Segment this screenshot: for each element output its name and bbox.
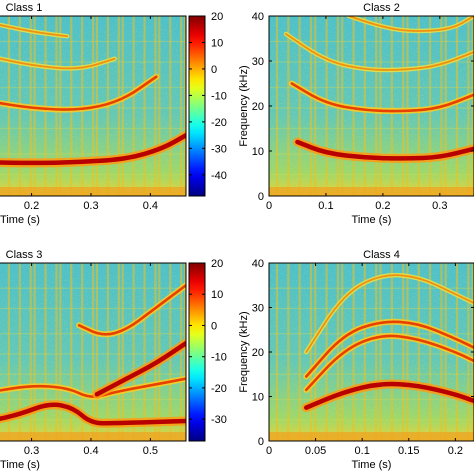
colorbar-tick-label: -10 <box>211 352 227 364</box>
x-tick-label: 0.5 <box>143 445 158 457</box>
colorbar: 20 10 0 -10 -20 -30 -40 <box>188 11 227 197</box>
spectrogram-panel-3: Class 3 0.3 0.4 0.5 Time (s) 20 10 0 -10 -20 -30 <box>0 249 227 471</box>
panel-title: Class 4 <box>363 249 400 261</box>
y-axis-label: Frequency (kHz) <box>238 65 250 146</box>
spectrogram-panel-2: Class 2 0 0.1 0.2 0.3 Time (s) 0 10 20 30 40 Freque… <box>238 2 474 226</box>
y-tick-label: 10 <box>252 392 264 404</box>
harmonic-contour-4 <box>77 283 186 336</box>
colorbar-tick-label: 20 <box>211 11 223 23</box>
x-tick-label: 0.2 <box>448 445 463 457</box>
plot-frame <box>0 262 187 442</box>
x-tick-label: 0 <box>266 200 272 212</box>
low-band <box>269 432 474 441</box>
spectrogram-image <box>269 263 474 441</box>
colorbar-tick-label: 10 <box>211 289 223 301</box>
harmonic-contour-4 <box>347 16 474 32</box>
colorbar-tick-label: -30 <box>211 414 227 426</box>
harmonic-contour-1 <box>304 381 474 410</box>
harmonic-contour-1 <box>0 133 186 166</box>
harmonic-contour-4 <box>305 274 474 353</box>
x-tick-label: 0.3 <box>83 200 98 212</box>
y-tick-label: 0 <box>258 436 264 448</box>
y-tick-label: 30 <box>252 56 264 68</box>
x-tick-label: 0.15 <box>398 445 419 457</box>
y-tick-label: 10 <box>252 146 264 158</box>
panel-title: Class 3 <box>6 249 43 261</box>
x-tick-label: 0.4 <box>143 200 158 212</box>
x-tick-label: 0.3 <box>24 445 39 457</box>
harmonic-contour-4 <box>0 23 69 38</box>
x-tick-label: 0.1 <box>355 445 370 457</box>
colorbar-tick-label: -20 <box>211 383 227 395</box>
panel-title: Class 2 <box>363 2 400 14</box>
spectrogram-panel-4: Class 4 0 0.05 0.1 0.15 0.2 Time (s) 0 10 20 30 40 F… <box>238 249 474 471</box>
low-band <box>0 187 186 196</box>
x-tick-label: 0.2 <box>24 200 39 212</box>
colorbar-tick-label: 10 <box>211 37 223 49</box>
spectrogram-image <box>0 16 186 196</box>
harmonic-contour-3 <box>304 320 474 378</box>
spectrogram-panel-1: Class 1 0.2 0.3 0.4 Time (s) 20 10 0 -10 -20 -30 -4… <box>0 2 227 226</box>
colorbar-tick-label: 0 <box>211 320 217 332</box>
spectrogram-noise <box>269 263 474 441</box>
colorbar-gradient <box>188 262 206 442</box>
low-band <box>269 187 474 196</box>
harmonic-contour-1 <box>0 402 186 426</box>
x-tick-label: 0.4 <box>83 445 98 457</box>
spectrogram-image <box>269 16 474 196</box>
x-tick-label: 0.05 <box>305 445 326 457</box>
harmonic-contour-3 <box>0 57 116 70</box>
y-tick-label: 20 <box>252 347 264 359</box>
colorbar-tick-label: -20 <box>211 117 227 129</box>
y-tick-label: 20 <box>252 101 264 113</box>
harmonic-contour-2 <box>290 82 474 113</box>
x-axis-label: Time (s) <box>352 214 392 226</box>
harmonic-contour-2 <box>0 377 186 398</box>
spectrogram-image <box>0 263 186 441</box>
colorbar-tick-label: -30 <box>211 143 227 155</box>
colorbar-tick-label: -10 <box>211 90 227 102</box>
panel-title: Class 1 <box>6 2 43 14</box>
x-tick-label: 0.2 <box>375 200 390 212</box>
harmonic-contour-2 <box>0 75 158 111</box>
y-tick-label: 0 <box>258 191 264 203</box>
harmonic-contour-2 <box>304 334 474 392</box>
x-axis-label: Time (s) <box>0 459 40 471</box>
y-tick-label: 40 <box>252 258 264 270</box>
harmonic-contour-3 <box>94 340 186 397</box>
x-axis-label: Time (s) <box>352 459 392 471</box>
plot-frame <box>0 15 187 197</box>
low-band <box>0 432 186 441</box>
colorbar: 20 10 0 -10 -20 -30 <box>188 258 227 442</box>
y-axis-label: Frequency (kHz) <box>238 311 250 392</box>
harmonic-contour-1 <box>295 139 474 161</box>
harmonic-contour-3 <box>285 33 474 71</box>
x-tick-label: 0.1 <box>318 200 333 212</box>
colorbar-tick-label: -40 <box>211 170 227 182</box>
x-tick-label: 0.3 <box>432 200 447 212</box>
y-tick-label: 30 <box>252 303 264 315</box>
colorbar-gradient <box>188 15 206 197</box>
y-tick-label: 40 <box>252 11 264 23</box>
colorbar-tick-label: 0 <box>211 64 217 76</box>
colorbar-tick-label: 20 <box>211 258 223 270</box>
x-axis-label: Time (s) <box>0 214 40 226</box>
x-tick-label: 0 <box>266 445 272 457</box>
